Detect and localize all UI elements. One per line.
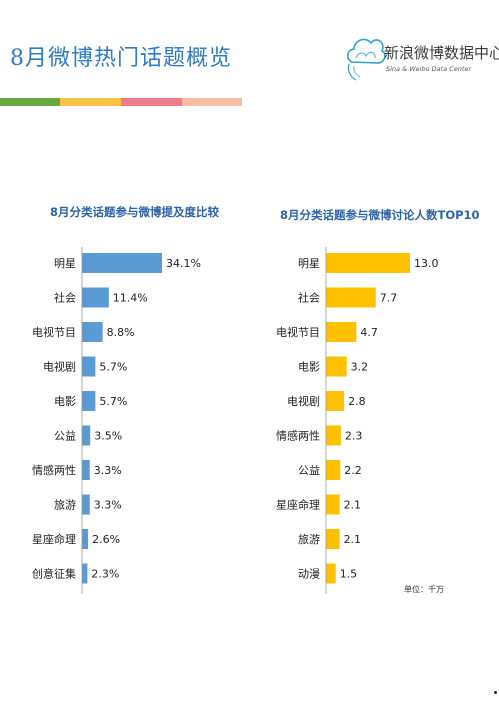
value-label: 2.2 (344, 464, 362, 477)
bar (326, 287, 376, 308)
value-label: 8.8% (107, 326, 135, 339)
left-chart-title: 8月分类话题参与微博提及度比较 (50, 205, 219, 219)
bar (326, 494, 340, 515)
value-label: 5.7% (99, 361, 127, 374)
bar (82, 322, 103, 342)
category-label: 情感两性 (276, 429, 320, 443)
category-label: 社会 (298, 291, 320, 305)
bar (326, 322, 357, 342)
bar (82, 425, 91, 446)
value-label: 2.3 (345, 430, 363, 443)
bar (326, 529, 340, 549)
value-label: 3.2 (351, 361, 369, 374)
value-label: 2.3% (91, 568, 119, 581)
bar (326, 460, 341, 480)
category-label: 明星 (54, 257, 76, 270)
category-label: 社会 (54, 291, 76, 305)
category-label: 明星 (298, 257, 320, 270)
bar (82, 563, 88, 584)
bar (82, 391, 96, 411)
stripe-segment-2 (60, 98, 121, 106)
value-label: 3.5% (94, 430, 122, 443)
value-label: 7.7 (380, 292, 398, 305)
bar (82, 494, 90, 515)
bar (326, 356, 347, 377)
category-label: 公益 (54, 429, 76, 443)
value-label: 4.7 (360, 326, 378, 339)
category-label: 创意征集 (32, 567, 76, 581)
cloud-logo-icon (346, 38, 386, 81)
logo-name: 新浪微博数据中心 (384, 44, 499, 62)
category-label: 星座命理 (32, 532, 76, 546)
category-label: 电视节目 (276, 325, 320, 339)
category-label: 电影 (298, 361, 320, 374)
category-label: 电视剧 (43, 360, 76, 374)
page-title: 8月微博热门话题概览 (10, 46, 232, 71)
category-label: 情感两性 (32, 463, 76, 477)
bar (326, 253, 410, 273)
value-label: 2.1 (344, 499, 362, 512)
category-label: 旅游 (298, 532, 320, 546)
right-chart-title: 8月分类话题参与微博讨论人数TOP10 (280, 208, 480, 222)
category-label: 旅游 (54, 498, 76, 512)
category-label: 电影 (54, 395, 76, 408)
bar (326, 563, 336, 584)
sina-weibo-data-center-logo: 新浪微博数据中心 Sina & Weibo Data Center (344, 22, 499, 92)
discussion-bar-chart: 明星 13.0 社会 7.7 电视节目 4.7 电影 3.2 电视剧 2.8 情感两性 2.3 公益 2.… (276, 247, 439, 594)
category-label: 动漫 (298, 567, 320, 581)
value-label: 2.8 (348, 395, 366, 408)
stripe-segment-4 (182, 98, 242, 106)
value-label: 13.0 (414, 257, 439, 270)
value-label: 3.3% (94, 464, 122, 477)
value-label: 1.5 (340, 568, 358, 581)
value-label: 5.7% (99, 395, 127, 408)
category-label: 电视节目 (32, 325, 76, 339)
category-label: 电视剧 (287, 394, 320, 408)
bar (82, 460, 90, 480)
stripe-segment-1 (0, 98, 60, 106)
value-label: 2.6% (92, 533, 120, 546)
value-label: 3.3% (94, 499, 122, 512)
category-label: 星座命理 (276, 498, 320, 512)
bar (82, 356, 96, 377)
unit-label: 单位：千万 (404, 585, 444, 594)
mention-bar-chart: 明星 34.1% 社会 11.4% 电视节目 8.8% 电视剧 5.7% 电影 5.7% 公益 3.5… (32, 247, 201, 594)
bar (326, 391, 345, 411)
stripe-segment-3 (121, 98, 182, 106)
value-label: 11.4% (113, 292, 148, 305)
category-label: 公益 (298, 463, 320, 477)
bar (326, 425, 341, 446)
bar (82, 529, 89, 549)
bar (82, 253, 162, 273)
corner-dot (494, 691, 497, 694)
logo-subtitle: Sina & Weibo Data Center (386, 65, 472, 73)
bar (82, 287, 109, 308)
value-label: 2.1 (344, 533, 362, 546)
value-label: 34.1% (166, 257, 201, 270)
